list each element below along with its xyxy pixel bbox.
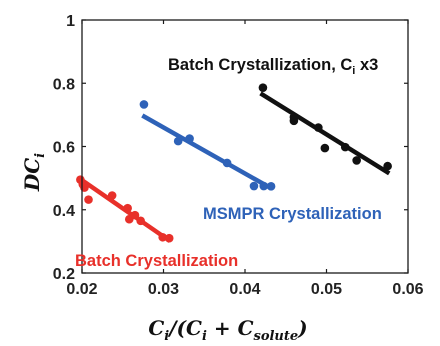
y-tick-label: 0.8	[53, 76, 75, 93]
data-point-series-2	[340, 142, 350, 152]
data-point-series-1	[185, 134, 194, 143]
annotation-msmpr: MSMPR Crystallization	[203, 205, 382, 223]
data-point-series-0	[130, 210, 140, 220]
data-point-series-1	[139, 100, 149, 109]
data-point-series-1	[173, 136, 183, 146]
data-point-series-0	[136, 216, 145, 226]
data-point-series-0	[123, 203, 132, 213]
data-point-series-2	[320, 143, 330, 153]
data-point-series-2	[258, 83, 268, 92]
data-point-series-0	[84, 195, 93, 204]
x-axis-label: Ci/(Ci + Csolute)	[148, 316, 307, 344]
data-point-series-2	[383, 161, 392, 171]
data-point-series-1	[249, 181, 259, 191]
y-axis-label: DCi	[20, 153, 48, 192]
x-tick-label: 0.05	[311, 281, 342, 298]
x-tick-label: 0.02	[66, 281, 97, 298]
annotation-batch-x3: Batch Crystallization, Ci x3	[168, 56, 378, 77]
tick-marks	[81, 19, 409, 274]
data-point-series-1	[266, 182, 276, 191]
y-tick-label: 0.4	[53, 203, 75, 220]
data-point-series-0	[164, 233, 174, 243]
y-tick-label: 1	[66, 13, 75, 30]
fit-line-series-1	[141, 113, 273, 191]
x-tick-label: 0.04	[229, 281, 260, 298]
data-point-series-1	[222, 158, 232, 168]
data-point-series-2	[289, 112, 299, 122]
data-point-series-0	[158, 232, 167, 242]
x-tick-label: 0.06	[392, 281, 423, 298]
annotation-batch: Batch Crystallization	[75, 252, 238, 270]
tick-labels: 0.02 0.03 0.04 0.05 0.06 0.2 0.4 0.6 0.8 1	[53, 13, 424, 298]
y-tick-label: 0.6	[53, 140, 75, 157]
y-tick-label: 0.2	[53, 266, 75, 283]
data-point-series-0	[107, 191, 117, 200]
data-point-series-2	[314, 123, 323, 132]
data-point-series-1	[259, 181, 269, 191]
fit-line-series-2	[259, 91, 391, 176]
data-point-series-2	[352, 156, 361, 165]
x-tick-label: 0.03	[148, 281, 179, 298]
